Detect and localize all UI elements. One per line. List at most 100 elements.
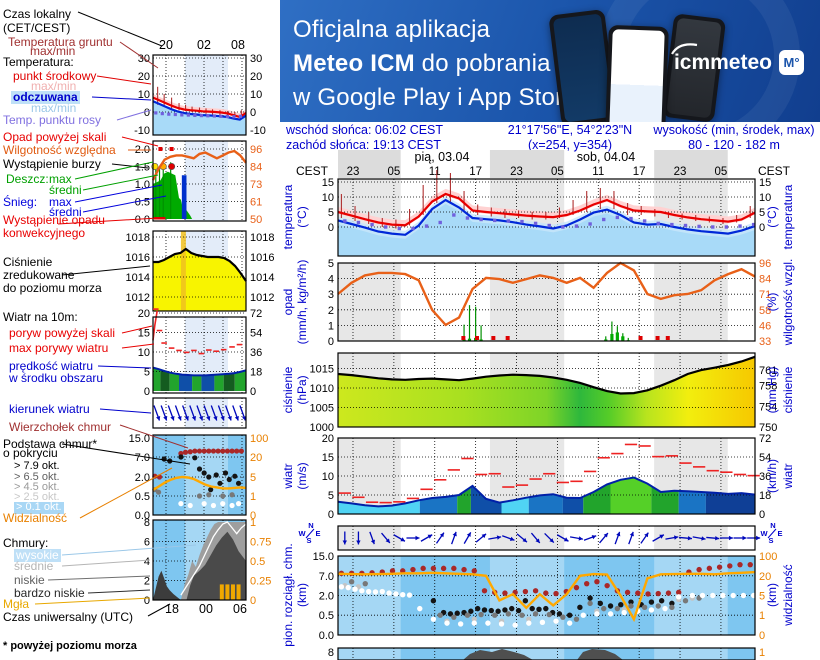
logo-text: icmmeteo [671,42,772,75]
legend-predkosc-2: w środku obszaru [9,371,104,385]
svg-text:5: 5 [328,258,334,270]
svg-text:20: 20 [250,452,262,464]
legend-wystapienie-burzy: Wystąpienie burzy [3,157,101,171]
grid-xy-value: (x=254, y=354) [527,137,613,152]
svg-text:4: 4 [328,274,334,286]
banner-line2-bold: Meteo ICM [293,50,415,77]
legend-opad-konwekcyjny-2: konwekcyjnego [3,226,86,240]
legend-okt-45: > 4.5 okt. [14,481,60,493]
svg-text:(km): (km) [295,583,309,607]
svg-text:23: 23 [510,166,523,178]
legend-okt-79: > 7.9 okt. [14,460,60,472]
svg-text:5: 5 [759,591,765,603]
svg-text:761: 761 [759,365,777,377]
logo-swoosh-icon [671,42,698,55]
legend-chmury-niskie: niskie [14,573,45,587]
banner-line1: Oficjalna aplikacja [293,16,491,43]
legend-snieg-sredni: średni [49,205,82,219]
svg-text:5: 5 [328,490,334,502]
svg-text:100: 100 [759,551,777,563]
svg-text:18: 18 [759,490,771,502]
svg-text:N: N [770,521,775,530]
logo-badge: M° [779,50,804,75]
svg-text:1014: 1014 [126,272,150,284]
svg-text:0: 0 [144,595,150,607]
main-pressure-panel [337,352,756,428]
mini-pressure-chart [152,230,247,312]
svg-text:1: 1 [250,517,256,529]
svg-text:wiatr: wiatr [781,463,795,489]
legend-chmury-srednie: średnie [14,559,54,573]
svg-text:N: N [308,521,313,530]
svg-text:100: 100 [250,433,268,445]
sun-times: wschód słońca: 06:02 CEST zachód słońca:… [286,123,443,153]
svg-text:1005: 1005 [310,403,334,415]
svg-text:71: 71 [759,289,771,301]
legend-wilgotnosc-wzgledna: Wilgotność względna [3,143,116,157]
svg-text:15: 15 [322,177,334,189]
svg-text:84: 84 [759,274,771,286]
svg-text:0: 0 [759,509,765,521]
legend-connectors [34,11,197,617]
svg-text:0.5: 0.5 [250,556,265,568]
svg-text:11: 11 [429,166,441,178]
svg-text:10: 10 [322,192,334,204]
svg-text:pion. rozciągł. chm.: pion. rozciągł. chm. [281,543,295,646]
svg-text:-10: -10 [134,125,150,137]
svg-text:05: 05 [387,166,400,178]
svg-text:54: 54 [250,328,262,340]
svg-text:8: 8 [328,647,334,659]
svg-text:750: 750 [759,422,777,434]
svg-text:1: 1 [250,491,256,503]
svg-text:17: 17 [469,166,482,178]
svg-text:(km): (km) [765,583,779,607]
svg-text:7.0: 7.0 [135,452,150,464]
svg-text:20: 20 [759,571,771,583]
main-wind-direction-strip [337,525,761,551]
svg-text:18: 18 [165,602,179,616]
svg-text:CEST: CEST [296,164,329,178]
legend-cisnienie-1: Ciśnienie [3,255,53,269]
svg-text:(°C): (°C) [765,206,779,227]
svg-text:08: 08 [231,38,245,52]
svg-text:3: 3 [328,289,334,301]
phone-mockup [605,24,669,122]
svg-text:15.0: 15.0 [313,551,334,563]
main-clouds-visibility-panel [337,555,757,636]
svg-text:1018: 1018 [250,232,274,244]
svg-text:33: 33 [759,336,771,348]
svg-text:(km/h): (km/h) [765,459,779,493]
svg-text:58: 58 [759,305,771,317]
svg-text:5: 5 [759,207,765,219]
svg-text:50: 50 [250,214,262,226]
app-banner[interactable]: Oficjalna aplikacja Meteo ICM do pobrani… [280,0,820,122]
svg-text:E: E [315,529,320,538]
legend-temperatura-gruntu-maxmin: max/min [30,44,76,58]
legend-widzialnosc: Widzialność [3,511,68,525]
svg-text:0: 0 [328,336,334,348]
svg-text:1: 1 [759,610,765,622]
svg-text:20: 20 [159,38,173,52]
svg-text:06: 06 [233,602,247,616]
legend-deszcz-max: max [49,172,72,186]
sunrise-time: wschód słońca: 06:02 CEST [286,123,444,137]
svg-text:05: 05 [715,166,728,178]
mini-wind-direction-strip [152,397,247,429]
svg-text:5: 5 [328,207,334,219]
svg-text:W: W [760,529,768,538]
svg-text:15: 15 [759,177,771,189]
legend-punkt-srodkowy-maxmin: max/min [31,79,77,93]
svg-text:sob, 04.04: sob, 04.04 [577,150,635,164]
legend-wierzcholek-chmur: Wierzchołek chmur [9,420,112,434]
svg-text:6: 6 [144,537,150,549]
legend-footnote: * powyżej poziomu morza [3,640,137,652]
svg-text:20: 20 [138,308,150,320]
svg-text:18: 18 [250,367,262,379]
legend-snieg: Śnieg: [3,195,38,209]
svg-text:(mm/h, kg/m²/h): (mm/h, kg/m²/h) [295,260,309,345]
svg-text:1016: 1016 [126,252,150,264]
svg-text:1012: 1012 [250,292,274,304]
legend-deszcz: Deszcz: [6,172,49,186]
svg-text:temperatura: temperatura [781,184,795,249]
legend-temperatura-header: Temperatura: [3,55,74,69]
